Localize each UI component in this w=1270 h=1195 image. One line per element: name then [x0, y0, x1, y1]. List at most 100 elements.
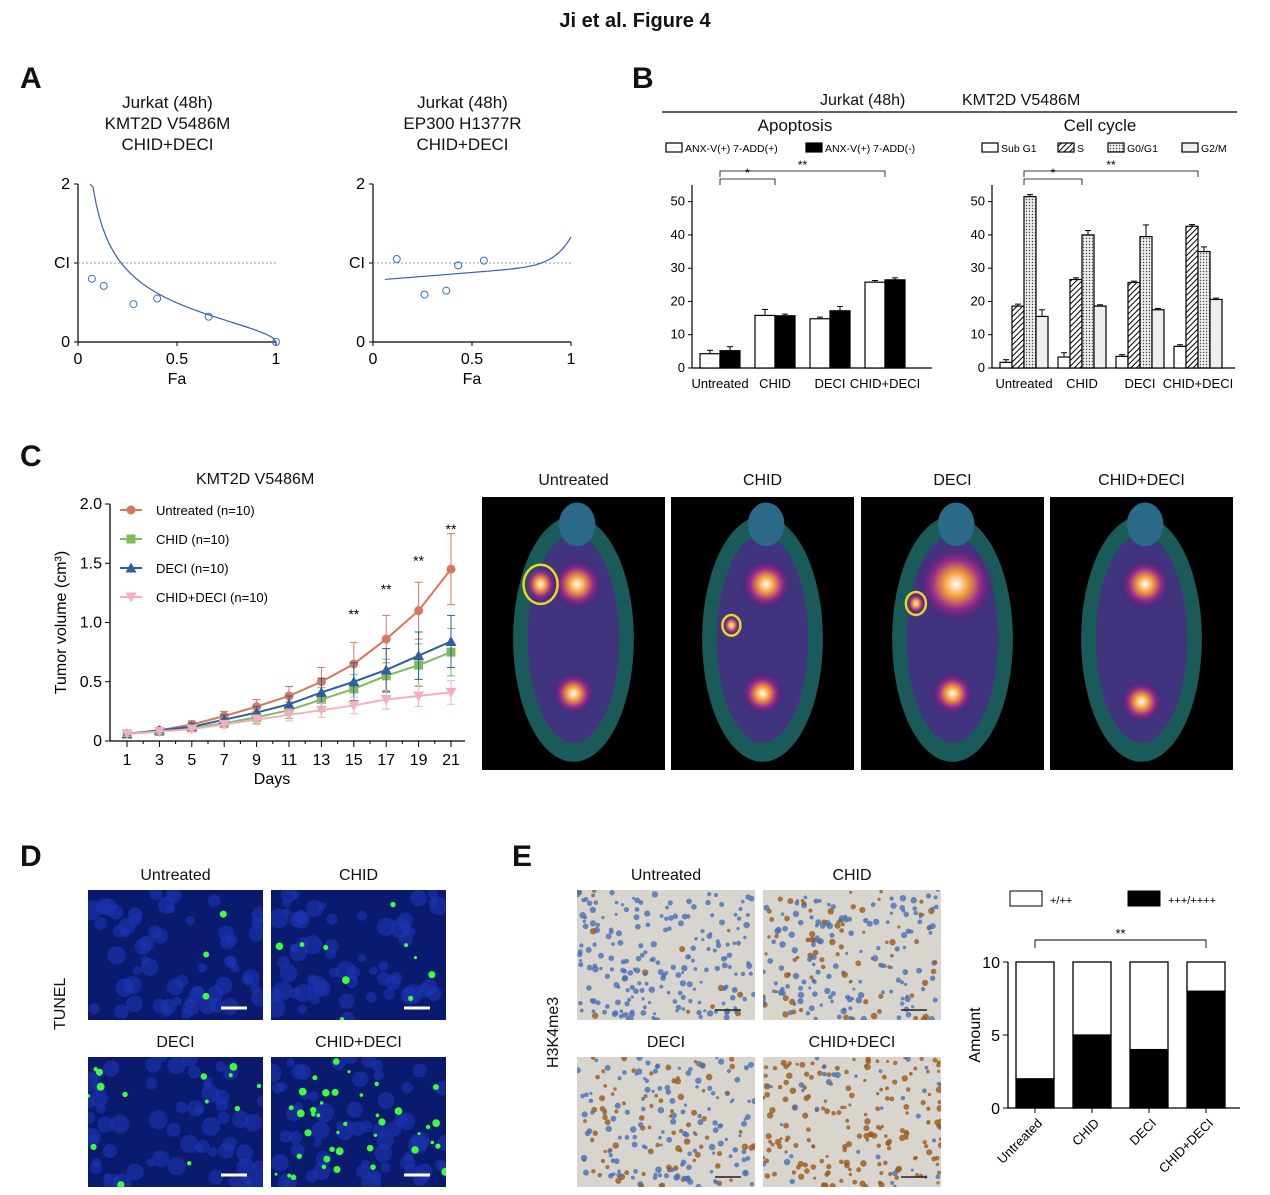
- cell-nucleus: [936, 1122, 941, 1129]
- nucleus: [256, 1095, 263, 1107]
- cell-nucleus: [610, 1092, 615, 1096]
- cell-nucleus: [583, 897, 589, 902]
- category-label: CHID+DECI: [850, 376, 920, 391]
- cell-nucleus: [845, 1118, 850, 1123]
- cell-nucleus: [693, 1060, 698, 1064]
- bar: [1069, 278, 1083, 369]
- cell-nucleus: [612, 1010, 619, 1016]
- tunel-positive-cell: [390, 901, 396, 908]
- cell-nucleus: [620, 967, 626, 973]
- cell-nucleus: [820, 964, 826, 970]
- cell-nucleus: [633, 1168, 638, 1174]
- cell-nucleus: [714, 965, 721, 972]
- nucleus: [215, 1098, 229, 1112]
- cell-nucleus: [592, 965, 599, 973]
- cell-nucleus: [625, 988, 630, 993]
- panel-label-b: B: [632, 62, 654, 95]
- pet-image-2: [671, 497, 854, 770]
- cell-nucleus: [789, 1087, 797, 1094]
- y-tick-label: 0: [678, 360, 685, 375]
- cell-nucleus: [777, 1084, 783, 1090]
- nucleus: [88, 1112, 96, 1124]
- cell-nucleus: [841, 971, 848, 978]
- stacked-bar: [1186, 961, 1226, 992]
- cell-nucleus: [805, 1011, 811, 1016]
- cell-nucleus: [933, 904, 939, 910]
- y-tick-label: 1.5: [80, 555, 102, 572]
- pet-head: [747, 502, 785, 547]
- cell-nucleus: [926, 1149, 933, 1156]
- nucleus: [103, 1173, 112, 1182]
- cell-nucleus: [614, 900, 619, 905]
- cell-nucleus: [763, 1073, 768, 1078]
- cell-nucleus: [905, 1111, 909, 1115]
- cell-nucleus: [936, 1069, 941, 1073]
- cell-nucleus: [660, 1130, 665, 1134]
- tunel-positive-cell: [375, 1113, 380, 1118]
- cell-nucleus: [738, 1134, 742, 1138]
- cell-nucleus: [709, 1170, 714, 1174]
- cell-nucleus: [704, 1135, 710, 1140]
- cell-nucleus: [638, 1183, 643, 1187]
- nucleus: [175, 1101, 188, 1114]
- cell-nucleus: [786, 972, 791, 977]
- cell-nucleus: [932, 960, 938, 965]
- cell-nucleus: [864, 1063, 871, 1071]
- cell-nucleus: [886, 1146, 892, 1151]
- stacked-bar: [1072, 1034, 1112, 1109]
- cell-nucleus: [763, 996, 766, 1002]
- nucleus: [149, 890, 163, 901]
- nucleus: [289, 987, 302, 1000]
- cell-nucleus: [904, 1135, 909, 1140]
- cell-nucleus: [655, 1063, 661, 1069]
- cell-nucleus: [901, 932, 908, 939]
- cell-nucleus: [595, 922, 601, 928]
- cell-nucleus: [650, 941, 657, 948]
- nucleus: [134, 937, 152, 955]
- cell-nucleus: [829, 1182, 836, 1187]
- cell-nucleus: [903, 1006, 910, 1012]
- cell-nucleus: [614, 912, 618, 916]
- cell-nucleus: [917, 919, 923, 925]
- cell-nucleus: [783, 1122, 790, 1129]
- cell-nucleus: [742, 1169, 749, 1177]
- cell-nucleus: [885, 920, 890, 925]
- cell-nucleus: [910, 1168, 914, 1172]
- cell-nucleus: [682, 1130, 688, 1137]
- cell-nucleus: [622, 1101, 626, 1106]
- category-label: DECI: [1127, 1116, 1160, 1149]
- cell-nucleus: [912, 1156, 918, 1161]
- cell-nucleus: [602, 1110, 608, 1116]
- panel-a-right-title-line1: Jurkat (48h): [417, 93, 508, 112]
- cell-nucleus: [663, 927, 669, 933]
- data-point: [420, 290, 429, 299]
- cell-nucleus: [699, 980, 703, 984]
- cell-nucleus: [926, 1069, 930, 1074]
- y-tick-label: 2.0: [80, 496, 102, 513]
- data-point: [283, 698, 295, 709]
- nucleus: [435, 1080, 446, 1096]
- cell-nucleus: [903, 1130, 910, 1137]
- bar: [999, 361, 1013, 369]
- cell-nucleus: [763, 1155, 765, 1160]
- data-point: [125, 562, 137, 573]
- cell-nucleus: [787, 1061, 792, 1066]
- cell-nucleus: [832, 963, 839, 969]
- cell-nucleus: [582, 1169, 589, 1176]
- category-label: CHID+DECI: [1163, 376, 1233, 391]
- cell-nucleus: [603, 1084, 608, 1088]
- pet-hotspot: [551, 558, 604, 611]
- cell-nucleus: [913, 910, 918, 916]
- cell-nucleus: [932, 997, 938, 1003]
- cell-nucleus: [608, 1173, 614, 1179]
- cell-nucleus: [584, 1130, 591, 1137]
- legend-label: Untreated (n=10): [156, 503, 255, 518]
- significance-star: **: [348, 606, 359, 622]
- cell-nucleus: [669, 1167, 675, 1173]
- bar: [774, 315, 796, 369]
- pet-image-1-label: Untreated: [538, 472, 609, 489]
- tunel-positive-cell: [312, 1075, 318, 1081]
- cell-nucleus: [635, 923, 641, 930]
- legend-swatch: [1107, 142, 1125, 153]
- cell-nucleus: [814, 935, 820, 941]
